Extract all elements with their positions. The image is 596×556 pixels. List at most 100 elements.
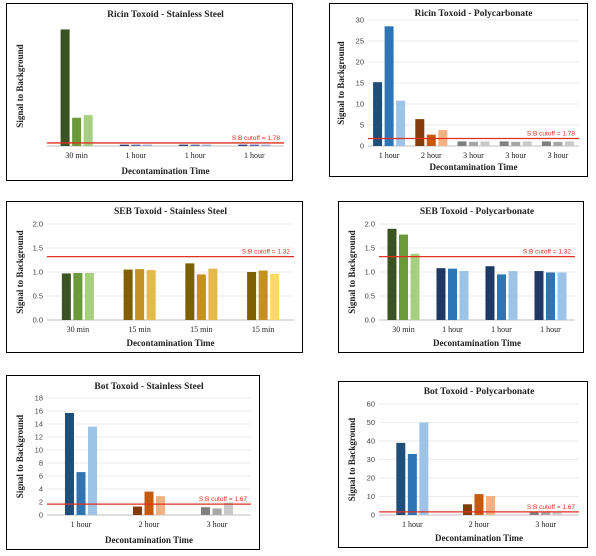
- bar: [144, 491, 154, 515]
- bar: [156, 496, 166, 515]
- y-tick-label: 25: [356, 37, 364, 46]
- bar: [212, 508, 222, 515]
- bar: [84, 272, 94, 320]
- bar: [553, 141, 563, 146]
- chart-title: Bot Toxoid - Stainless Steel: [94, 382, 204, 392]
- bar: [529, 512, 539, 515]
- chart-svg: SEB Toxoid - Stainless Steel 0.0 0.5 1.0 1.5…: [15, 207, 294, 348]
- bar: [407, 453, 417, 515]
- y-tick-label: 6: [39, 472, 43, 481]
- y-tick-label: 30: [367, 455, 375, 464]
- y-axis-title: Signal to Background: [15, 230, 25, 313]
- cutoff-label: S:B cutoff = 1.32: [242, 249, 291, 256]
- bar: [238, 144, 248, 146]
- x-category-label: 3 hour: [207, 520, 228, 529]
- x-category-label: 3 hour: [548, 151, 569, 160]
- x-category-label: 3 hour: [535, 520, 556, 529]
- bar: [179, 144, 189, 146]
- bar: [546, 272, 555, 320]
- y-tick-label: 2.0: [365, 220, 375, 229]
- chart-panel-seb-steel: SEB Toxoid - Stainless Steel 0.0 0.5 1.0 1.5…: [6, 201, 303, 353]
- y-tick-label: 0.0: [365, 316, 375, 325]
- bar: [511, 141, 521, 146]
- y-tick-label: 0: [371, 511, 375, 520]
- bar: [384, 26, 394, 146]
- x-axis-title: Decontamination Time: [433, 338, 521, 348]
- y-tick-label: 10: [367, 492, 375, 501]
- bar: [249, 144, 259, 146]
- x-category-label: 3 hour: [505, 151, 526, 160]
- x-category-label: 1 hour: [185, 151, 206, 160]
- bar: [224, 502, 234, 515]
- bar: [261, 144, 271, 146]
- x-category-label: 3 hour: [463, 151, 484, 160]
- y-tick-label: 1.5: [365, 244, 375, 253]
- chart-title: SEB Toxoid - Stainless Steel: [114, 207, 227, 217]
- bar: [396, 100, 406, 146]
- bar: [396, 442, 406, 515]
- y-tick-label: 10: [35, 446, 43, 455]
- bar: [534, 271, 544, 320]
- y-tick-label: 20: [356, 58, 364, 67]
- x-category-label: 1 hour: [442, 325, 463, 334]
- bar: [73, 272, 83, 320]
- chart-panel-bot-steel: Bot Toxoid - Stainless Steel 0 2 4 6 8 10 12 14 1…: [6, 375, 260, 550]
- y-tick-label: 0.5: [365, 292, 375, 301]
- bar: [208, 268, 218, 320]
- y-tick-label: 15: [356, 79, 364, 88]
- bar: [485, 266, 495, 320]
- cutoff-label: S:B cutoff = 1.67: [527, 504, 576, 511]
- y-axis-title: Signal to Background: [336, 41, 346, 124]
- y-tick-label: 10: [356, 100, 364, 109]
- chart-svg: Bot Toxoid - Polycarbonate 0 10 20 30 40 50 60 1…: [347, 387, 579, 543]
- y-tick-label: 40: [367, 437, 375, 446]
- bar: [60, 29, 70, 146]
- x-category-label: 1 hour: [126, 151, 147, 160]
- bar: [247, 272, 257, 320]
- bar: [522, 141, 532, 146]
- x-category-label: 30 min: [392, 325, 414, 334]
- chart-svg: SEB Toxoid - Polycarbonate 0.0 0.5 1.0 1.5 2.…: [347, 207, 575, 348]
- bar: [196, 274, 206, 320]
- bar: [61, 273, 71, 320]
- x-category-label: 1 hour: [244, 151, 265, 160]
- bar: [387, 228, 397, 320]
- chart-panel-seb-polycarbonate: SEB Toxoid - Polycarbonate 0.0 0.5 1.0 1.5 2.…: [338, 201, 584, 353]
- bar: [190, 144, 200, 146]
- bar: [119, 144, 129, 146]
- bar: [419, 422, 429, 515]
- x-category-label: 15 min: [128, 325, 150, 334]
- bar: [552, 511, 562, 515]
- bar: [399, 234, 408, 320]
- y-tick-label: 12: [35, 433, 43, 442]
- y-tick-label: 1.0: [365, 268, 375, 277]
- chart-title: Ricin Toxoid - Stainless Steel: [107, 10, 224, 20]
- x-category-label: 1 hour: [379, 151, 400, 160]
- y-axis-title: Signal to Background: [347, 230, 357, 313]
- x-category-label: 1 hour: [402, 520, 423, 529]
- y-tick-label: 0.0: [33, 316, 43, 325]
- bar: [135, 269, 145, 320]
- x-category-label: 30 min: [67, 325, 89, 334]
- x-category-label: 2 hour: [421, 151, 442, 160]
- bar: [462, 504, 472, 515]
- bar: [426, 134, 436, 146]
- y-tick-label: 14: [35, 420, 43, 429]
- y-tick-label: 1.0: [33, 268, 43, 277]
- bar: [185, 263, 195, 320]
- bar: [410, 253, 420, 320]
- bar: [557, 272, 567, 320]
- bar: [142, 144, 152, 146]
- bar: [459, 271, 469, 320]
- y-tick-label: 18: [35, 394, 43, 403]
- x-category-label: 30 min: [65, 151, 87, 160]
- bar: [457, 141, 467, 146]
- bar: [486, 495, 496, 515]
- chart-svg: Bot Toxoid - Stainless Steel 0 2 4 6 8 10 12 14 1…: [15, 382, 251, 545]
- cutoff-label: S:B cutoff = 1.67: [199, 496, 248, 503]
- y-tick-label: 2.0: [33, 220, 43, 229]
- cutoff-label: S:B cutoff = 1.78: [232, 135, 281, 142]
- bar: [415, 119, 425, 146]
- x-category-label: 15 min: [190, 325, 212, 334]
- x-axis-title: Decontamination Time: [430, 162, 518, 172]
